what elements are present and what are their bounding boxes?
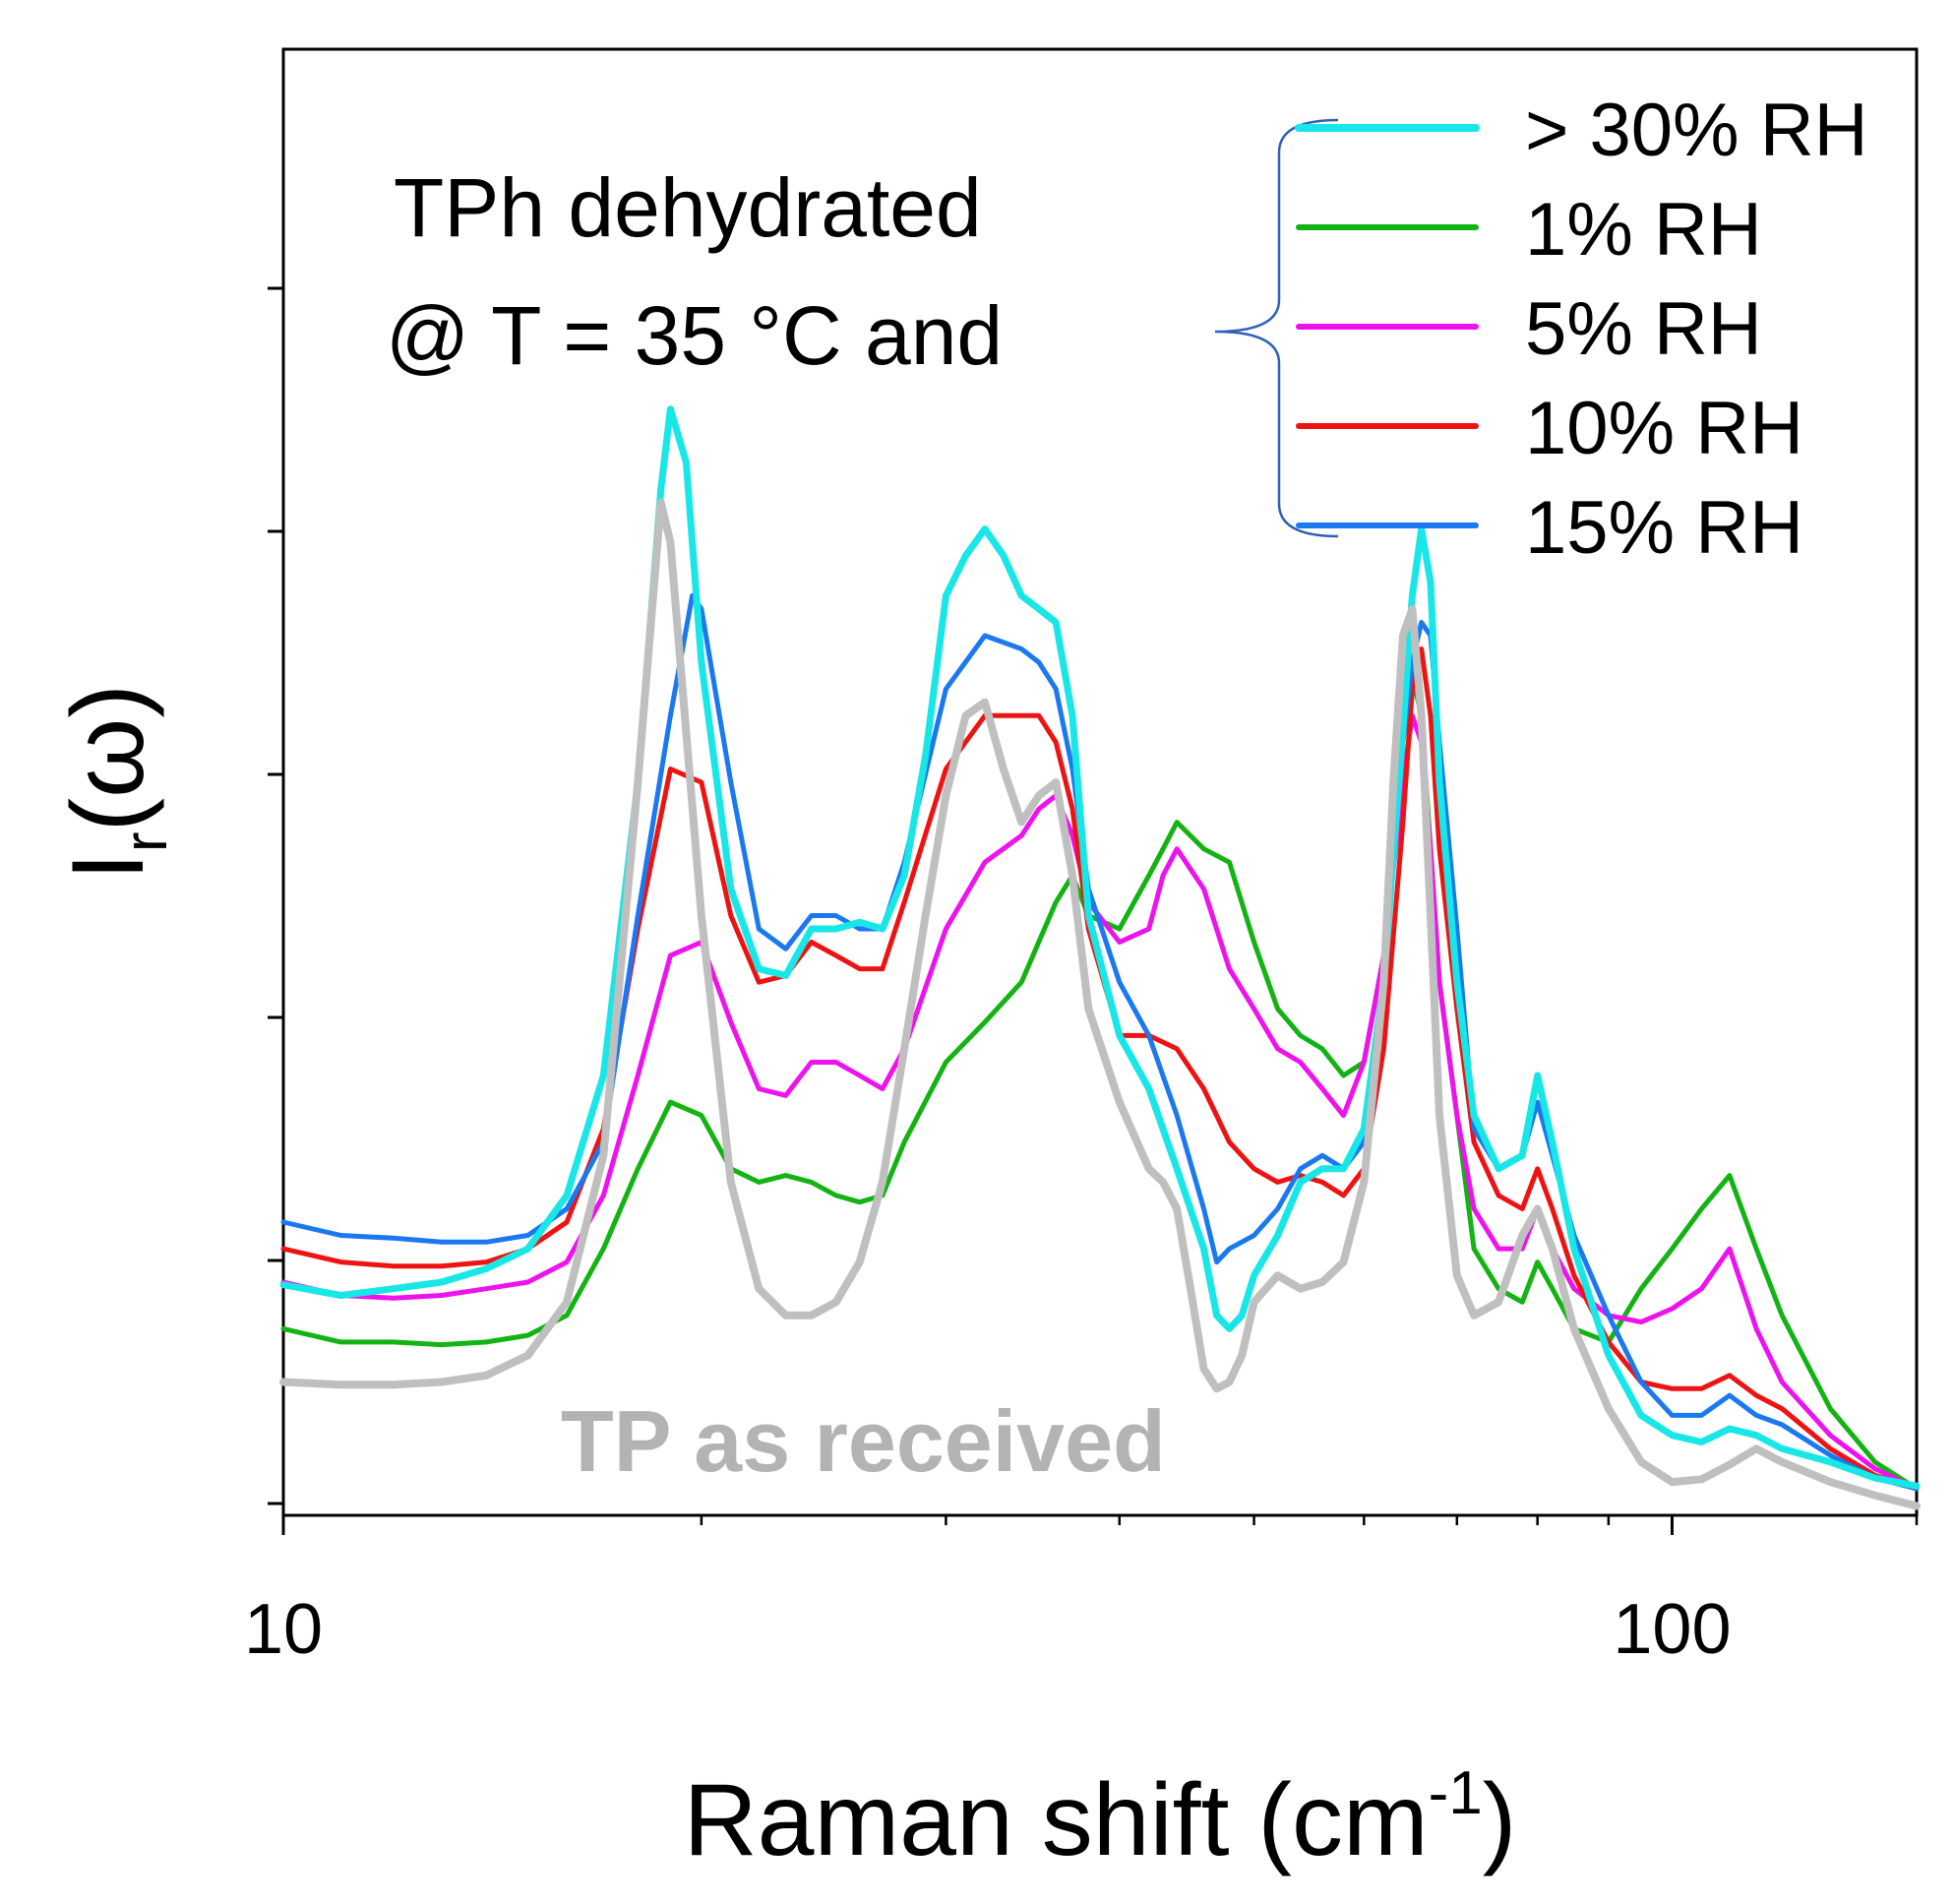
legend: > 30% RH 1% RH 5% RH 10% RH 15% RH	[1295, 89, 1868, 570]
x-axis-label: Raman shift (cm-1)	[684, 1759, 1517, 1877]
gray-series-label: TP as received	[561, 1392, 1166, 1490]
y-axis-label: Ir(ω)	[51, 684, 180, 881]
legend-label: 5% RH	[1525, 287, 1762, 371]
legend-label: 1% RH	[1525, 188, 1762, 272]
x-tick-label: 10	[244, 1590, 323, 1669]
annotation-line-2: @ T = 35 °C and	[386, 289, 1003, 382]
series-line-tp-as-received	[279, 498, 1921, 1510]
legend-label: > 30% RH	[1525, 89, 1868, 172]
series-lines	[279, 405, 1921, 1510]
y-axis-ticks	[268, 286, 283, 1505]
series-line-5-rh	[280, 712, 1920, 1492]
plot-frame	[281, 47, 1919, 1517]
x-tick-label: 100	[1613, 1590, 1731, 1669]
series-line-10-rh	[280, 646, 1920, 1492]
x-axis-ticks: 10 100	[244, 1515, 1919, 1669]
series-line-1-rh	[280, 673, 1920, 1492]
series-line-30-rh	[279, 405, 1921, 1490]
legend-brace	[1214, 118, 1339, 538]
annotation-line-1: TPh dehydrated	[394, 161, 982, 254]
legend-label: 15% RH	[1525, 486, 1803, 570]
legend-label: 10% RH	[1525, 387, 1803, 470]
